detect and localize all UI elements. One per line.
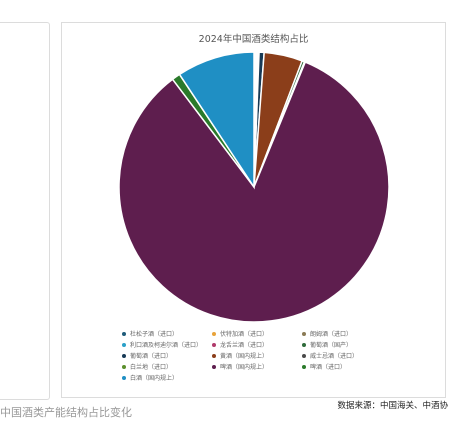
legend-swatch [122, 353, 126, 358]
chart-card: 2024年中国酒类结构占比 杜松子酒（进口） 伏特加酒（进口） 朗姆酒（进口） 利口酒… [61, 22, 446, 398]
legend-swatch [122, 331, 126, 336]
pie-slice-12 [178, 51, 255, 190]
legend-item-7: 黄酒（国内规上） [212, 351, 302, 360]
legend-label: 朗姆酒（进口） [310, 331, 353, 338]
legend-label: 白兰地（进口） [130, 364, 173, 371]
legend-swatch [302, 353, 306, 358]
legend-label: 龙舌兰酒（进口） [220, 342, 269, 349]
legend-swatch [212, 364, 216, 369]
legend-item-2: 朗姆酒（进口） [302, 329, 412, 338]
legend-label: 黄酒（国内规上） [220, 353, 269, 360]
legend-item-6: 葡萄酒（进口） [122, 351, 212, 360]
legend-label: 啤酒（国内规上） [220, 364, 269, 371]
legend-swatch [122, 375, 126, 380]
legend-item-4: 龙舌兰酒（进口） [212, 340, 302, 349]
legend-item-5: 葡萄酒（国产） [302, 340, 412, 349]
legend-item-10: 啤酒（国内规上） [212, 362, 302, 371]
legend-label: 白酒（国内规上） [130, 375, 179, 382]
legend-item-3: 利口酒及柯迪尔酒（进口） [122, 340, 212, 349]
legend-swatch [212, 342, 216, 347]
legend-item-12: 白酒（国内规上） [122, 373, 212, 382]
chart-title: 2024年中国酒类结构占比 [198, 34, 309, 45]
legend-swatch [302, 364, 306, 369]
legend-label: 伏特加酒（进口） [220, 331, 269, 338]
legend-item-9: 白兰地（进口） [122, 362, 212, 371]
pie-chart [118, 51, 390, 323]
legend-swatch [212, 331, 216, 336]
legend-label: 利口酒及柯迪尔酒（进口） [130, 342, 203, 349]
data-source: 数据来源：中国海关、中酒协 [337, 401, 448, 411]
legend-swatch [122, 364, 126, 369]
previous-chart-card [0, 22, 50, 400]
legend-item-0: 杜松子酒（进口） [122, 329, 212, 338]
legend-item-8: 威士忌酒（进口） [302, 351, 412, 360]
legend-label: 啤酒（进口） [310, 364, 347, 371]
legend-label: 葡萄酒（进口） [130, 353, 173, 360]
legend-label: 杜松子酒（进口） [130, 331, 179, 338]
legend-swatch [302, 342, 306, 347]
legend-swatch [122, 342, 126, 347]
legend-swatch [212, 353, 216, 358]
legend-item-1: 伏特加酒（进口） [212, 329, 302, 338]
legend-label: 威士忌酒（进口） [310, 353, 359, 360]
legend-item-11: 啤酒（进口） [302, 362, 412, 371]
legend-label: 葡萄酒（国产） [310, 342, 353, 349]
legend-swatch [302, 331, 306, 336]
figure-caption: 中国酒类产能结构占比变化 [0, 406, 132, 419]
pie-slice-10 [118, 61, 390, 323]
chart-legend: 杜松子酒（进口） 伏特加酒（进口） 朗姆酒（进口） 利口酒及柯迪尔酒（进口） 龙舌兰酒（… [122, 329, 422, 382]
